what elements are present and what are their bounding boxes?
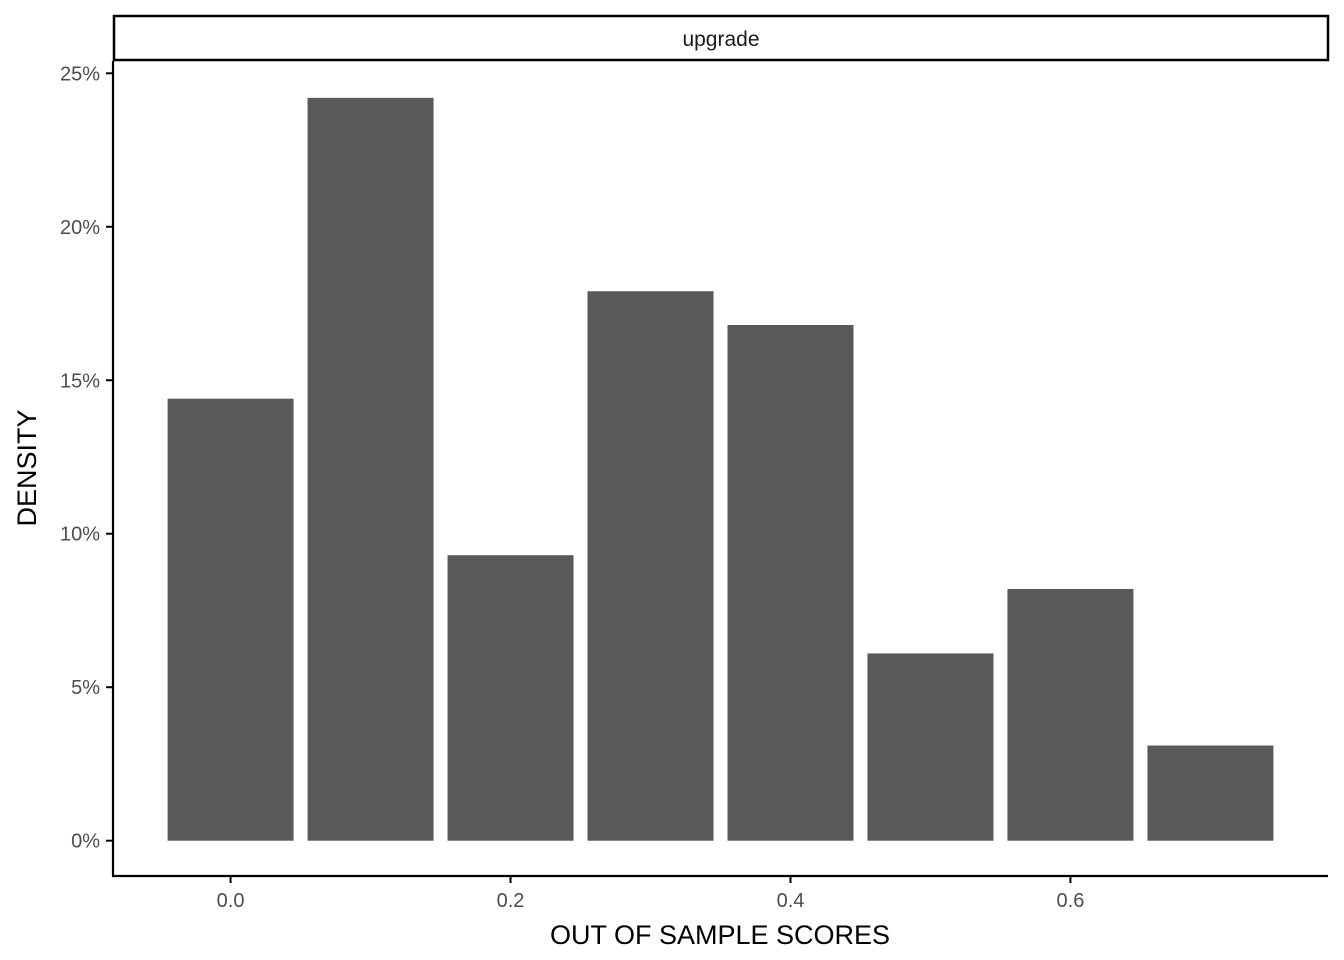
bar-5 <box>867 653 994 841</box>
bar-1 <box>307 97 434 841</box>
facet-strip: upgrade <box>112 14 1330 62</box>
x-ticks-layer: 0.0 0.2 0.4 0.6 <box>217 876 1085 912</box>
bar-2 <box>447 555 574 841</box>
y-axis-title: DENSITY <box>12 409 42 526</box>
y-tick-label-3: 15% <box>60 370 100 392</box>
x-tick-label-1: 0.2 <box>497 890 525 912</box>
x-tick-label-0: 0.0 <box>217 890 245 912</box>
bars-layer <box>167 97 1274 841</box>
bar-6 <box>1007 588 1134 841</box>
y-ticks-layer: 0% 5% 10% 15% 20% 25% <box>60 63 113 853</box>
y-tick-label-5: 25% <box>60 63 100 85</box>
bar-3 <box>587 291 714 841</box>
x-axis-title: OUT OF SAMPLE SCORES <box>550 920 890 950</box>
axes-layer <box>111 61 1328 878</box>
bar-4 <box>727 324 854 841</box>
y-tick-label-1: 5% <box>71 677 100 699</box>
facet-strip-label: upgrade <box>682 28 759 51</box>
x-tick-label-2: 0.4 <box>777 890 805 912</box>
bar-0 <box>167 398 294 841</box>
x-tick-label-3: 0.6 <box>1057 890 1085 912</box>
y-tick-label-2: 10% <box>60 524 100 546</box>
y-tick-label-4: 20% <box>60 217 100 239</box>
facet-strip-box <box>112 14 1330 62</box>
y-tick-label-0: 0% <box>71 831 100 853</box>
bar-7 <box>1147 745 1274 841</box>
